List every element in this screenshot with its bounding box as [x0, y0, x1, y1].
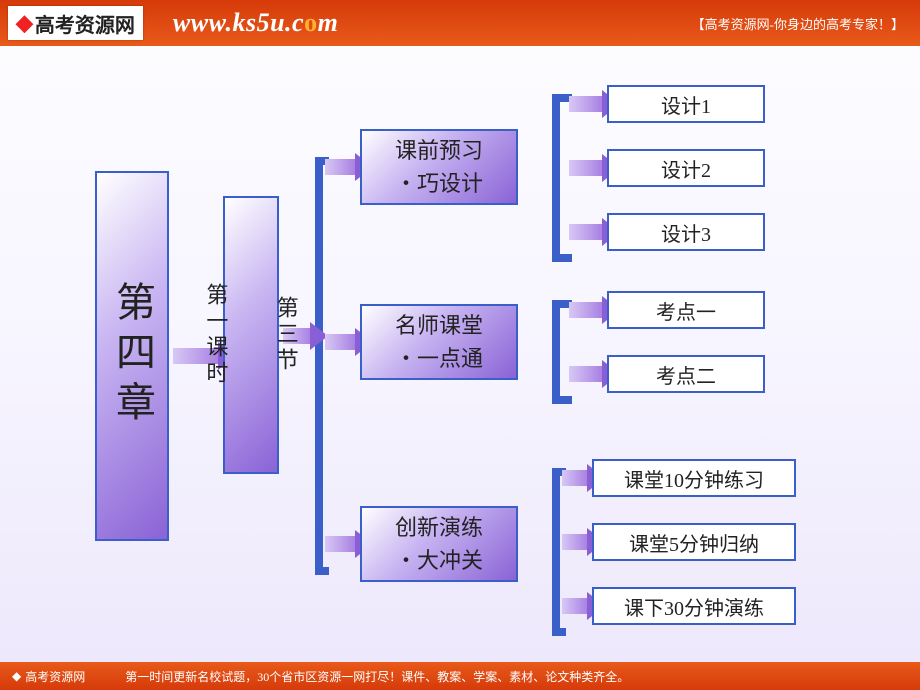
footer-right: 第一时间更新名校试题，30个省市区资源一网打尽！课件、教案、学案、素材、论文种类… [125, 668, 629, 685]
node-l13: 设计3 [607, 213, 765, 251]
node-l31: 课堂10分钟练习 [592, 459, 796, 497]
node-s3: 创新演练 ・大冲关 [360, 506, 518, 582]
tagline: 【高考资源网-你身边的高考专家！】 [692, 14, 904, 33]
footer-left: 高考资源网 [25, 668, 85, 685]
logo: ◆ 高考资源网 [8, 6, 143, 40]
bottom-banner: ◆ 高考资源网 第一时间更新名校试题，30个省市区资源一网打尽！课件、教案、学案… [0, 662, 920, 690]
top-banner: ◆ 高考资源网 www.ks5u.com 【高考资源网-你身边的高考专家！】 [0, 0, 920, 46]
node-l12: 设计2 [607, 149, 765, 187]
node-root: 第四章 [95, 171, 169, 541]
logo-text: 高考资源网 [35, 9, 135, 38]
node-s1: 课前预习 ・巧设计 [360, 129, 518, 205]
node-l33: 课下30分钟演练 [592, 587, 796, 625]
node-l32: 课堂5分钟归纳 [592, 523, 796, 561]
node-l21: 考点一 [607, 291, 765, 329]
footer-dot-icon: ◆ [12, 669, 21, 684]
node-l11: 设计1 [607, 85, 765, 123]
node-mid: 第三节 第一课时 [223, 196, 279, 474]
node-l22: 考点二 [607, 355, 765, 393]
site-url: www.ks5u.com [173, 8, 338, 38]
logo-dot-icon: ◆ [16, 10, 33, 36]
node-s2: 名师课堂 ・一点通 [360, 304, 518, 380]
diagram-stage: 第四章第三节 第一课时 课前预习 ・巧设计名师课堂 ・一点通创新演练 ・大冲关 设计… [0, 46, 920, 662]
